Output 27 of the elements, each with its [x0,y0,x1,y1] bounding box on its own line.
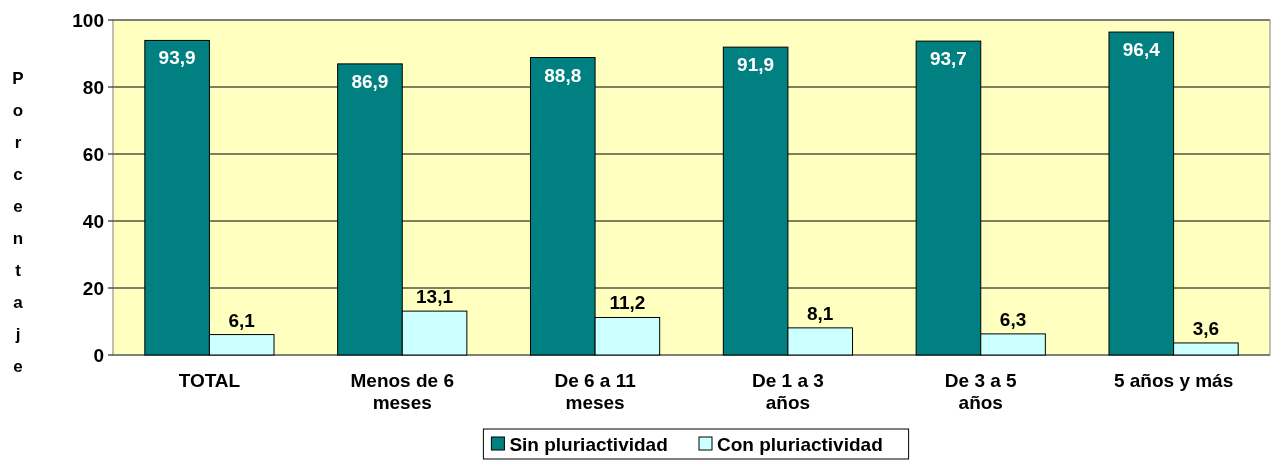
data-label: 93,7 [929,48,967,70]
y-tick-label: 80 [82,76,104,98]
y-tick-label: 40 [82,210,104,232]
data-label: 86,9 [351,70,389,92]
data-label: 13,1 [416,286,454,308]
data-label: 3,6 [1192,317,1220,339]
data-label: 88,8 [544,64,582,86]
data-label: 11,2 [609,292,646,314]
x-tick-label: TOTAL [178,370,241,391]
x-tick-label: 5 años y más [1113,370,1234,391]
data-label: 93,9 [158,47,196,69]
text: Porcentaje [12,69,24,376]
y-tick-label: 20 [82,277,104,299]
y-tick-label: 60 [82,143,104,165]
data-label: 96,4 [1122,39,1161,61]
data-label: 91,9 [737,54,775,76]
data-label: 6,1 [228,309,256,331]
data-label: 6,3 [999,308,1027,330]
x-tick-label: Menos de 6 meses [350,370,454,413]
x-tick-label: De 1 a 3 años [752,370,824,413]
y-tick-label: 0 [93,344,104,366]
data-label: 8,1 [807,302,834,324]
legend-label: Sin pluriactividad [509,433,668,455]
x-tick-label: De 3 a 5 años [944,370,1018,413]
y-tick-label: 100 [72,9,104,31]
x-tick-label: De 6 a 11 meses [554,370,637,413]
legend-label: Con pluriactividad [717,433,883,455]
